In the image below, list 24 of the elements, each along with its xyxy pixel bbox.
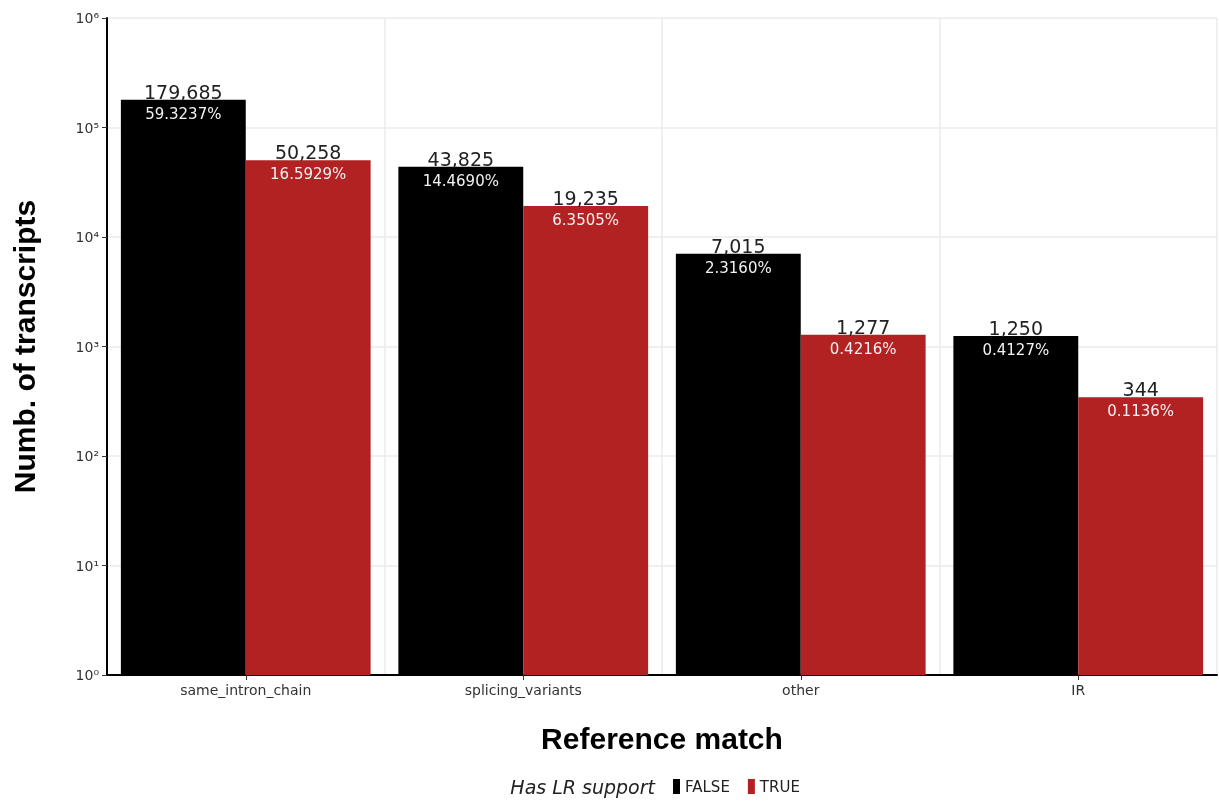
- y-tick-label: 10³: [75, 338, 99, 355]
- y-tick-label: 10²: [75, 448, 99, 464]
- x-axis-title: Reference match: [541, 721, 783, 755]
- y-tick-label: 10⁴: [75, 229, 100, 245]
- legend-title: Has LR support: [510, 775, 657, 798]
- data-label: 7,015 2.3160%: [704, 234, 772, 277]
- y-tick-label: 10⁶: [75, 10, 100, 26]
- x-tick-label: other: [782, 682, 820, 698]
- data-label: 50,258 16.5929%: [270, 141, 347, 184]
- y-tick-label: 10⁵: [75, 119, 99, 136]
- data-label: 179,685 59.3237%: [144, 80, 223, 123]
- legend-label: TRUE: [758, 777, 800, 796]
- y-axis-title: Numb. of transcripts: [7, 199, 41, 494]
- data-label: 1,250 0.4127%: [982, 316, 1050, 359]
- data-label: 43,825 14.4690%: [422, 147, 499, 190]
- x-tick-label: same_intron_chain: [180, 682, 312, 698]
- x-tick-label: IR: [1071, 682, 1086, 698]
- x-tick-label: splicing_variants: [464, 682, 582, 698]
- data-label: 1,277 0.4216%: [829, 315, 897, 358]
- data-label: 344 0.1136%: [1107, 378, 1175, 421]
- y-tick-label: 10¹: [75, 557, 99, 574]
- y-tick-label: 10⁰: [75, 667, 100, 683]
- data-label: 19,235 6.3505%: [552, 186, 620, 229]
- legend-label: FALSE: [685, 777, 730, 796]
